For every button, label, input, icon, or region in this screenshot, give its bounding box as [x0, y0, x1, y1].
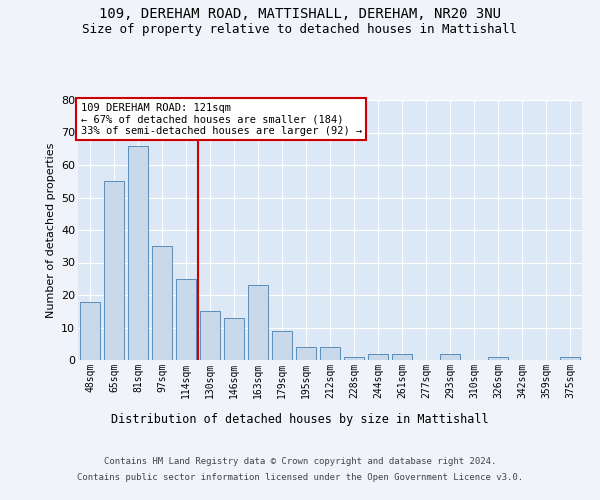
Y-axis label: Number of detached properties: Number of detached properties — [46, 142, 56, 318]
Bar — [488, 357, 508, 360]
Text: Contains HM Land Registry data © Crown copyright and database right 2024.: Contains HM Land Registry data © Crown c… — [104, 458, 496, 466]
Bar — [392, 354, 412, 360]
Bar — [80, 302, 100, 360]
Bar — [176, 279, 196, 360]
Bar — [152, 246, 172, 360]
Bar — [200, 311, 220, 360]
Text: Size of property relative to detached houses in Mattishall: Size of property relative to detached ho… — [83, 22, 517, 36]
Bar — [272, 331, 292, 360]
Text: 109, DEREHAM ROAD, MATTISHALL, DEREHAM, NR20 3NU: 109, DEREHAM ROAD, MATTISHALL, DEREHAM, … — [99, 8, 501, 22]
Text: Contains public sector information licensed under the Open Government Licence v3: Contains public sector information licen… — [77, 472, 523, 482]
Text: 109 DEREHAM ROAD: 121sqm
← 67% of detached houses are smaller (184)
33% of semi-: 109 DEREHAM ROAD: 121sqm ← 67% of detach… — [80, 102, 362, 136]
Bar — [440, 354, 460, 360]
Bar — [128, 146, 148, 360]
Bar — [368, 354, 388, 360]
Bar — [344, 357, 364, 360]
Bar — [296, 347, 316, 360]
Bar — [248, 285, 268, 360]
Bar — [224, 318, 244, 360]
Bar — [104, 181, 124, 360]
Bar — [320, 347, 340, 360]
Bar — [560, 357, 580, 360]
Text: Distribution of detached houses by size in Mattishall: Distribution of detached houses by size … — [111, 412, 489, 426]
